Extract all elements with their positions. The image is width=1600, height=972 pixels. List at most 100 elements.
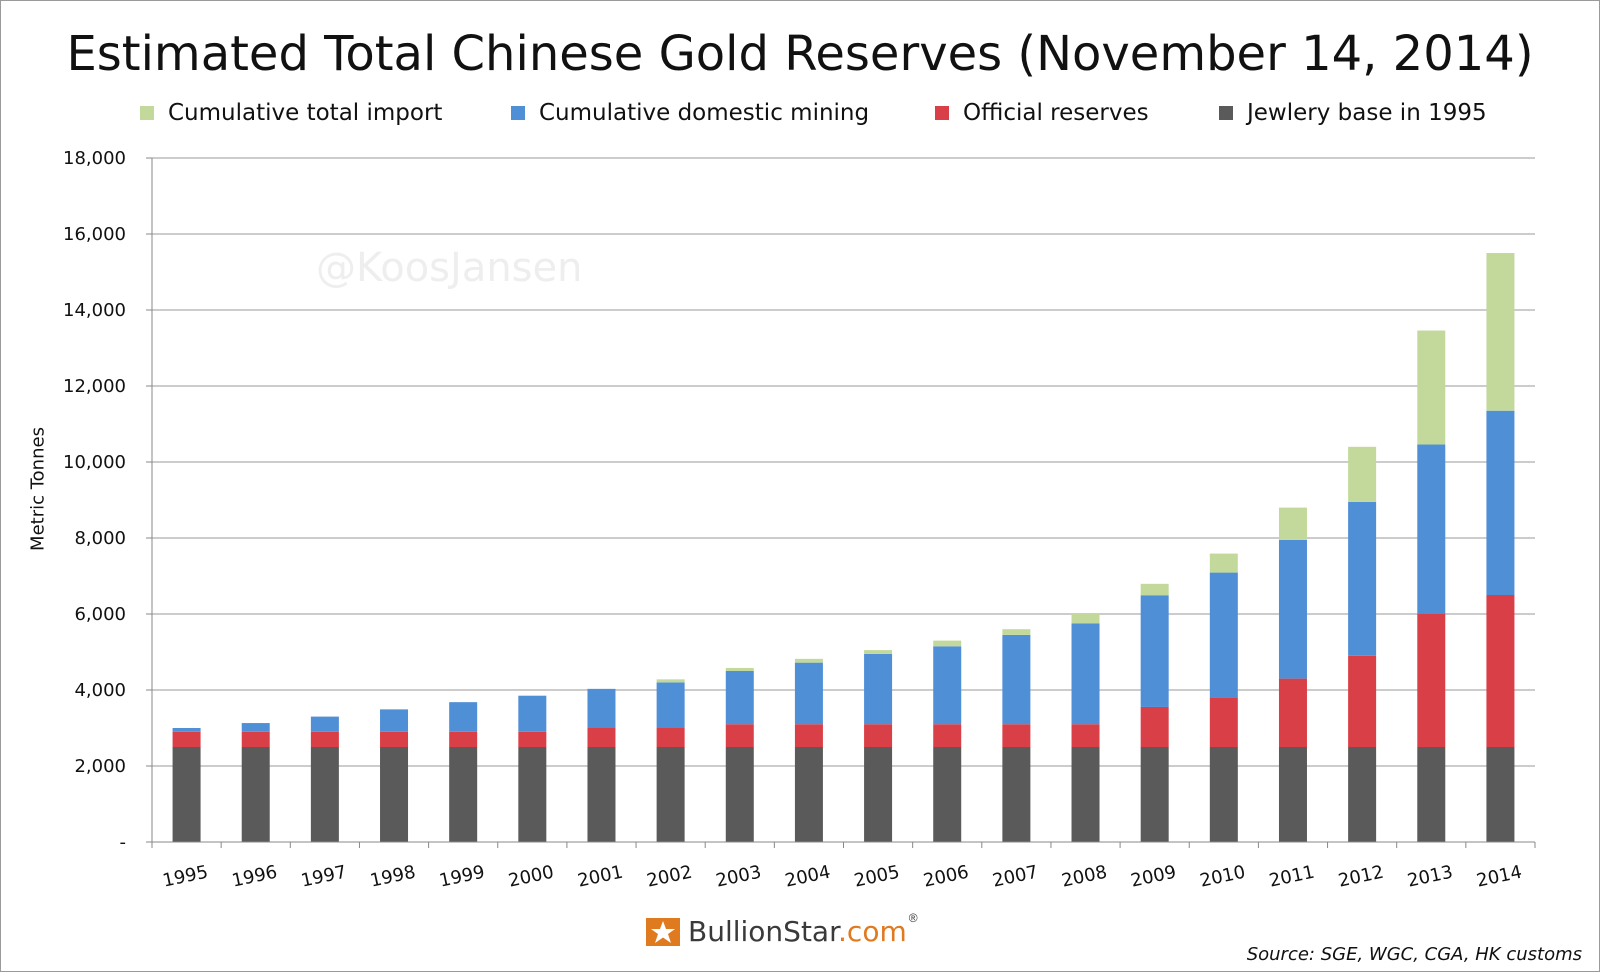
x-tick-label: 2011 xyxy=(1267,862,1316,892)
bar-2005-cumulative-domestic-mining xyxy=(864,653,893,725)
bar-1997-cumulative-domestic-mining xyxy=(310,716,339,732)
y-tick-label: 4,000 xyxy=(74,680,126,701)
y-tick-label: 6,000 xyxy=(74,604,126,625)
bullionstar-logo[interactable]: BullionStar.com ® xyxy=(646,911,918,948)
grid-layer xyxy=(152,157,1535,767)
x-tick-label: 2005 xyxy=(852,862,901,892)
bar-2004-official-reserves xyxy=(794,724,823,747)
x-tick-label: 2000 xyxy=(507,862,556,892)
bar-2007-official-reserves xyxy=(1002,724,1031,747)
legend-item-import: Cumulative total import xyxy=(140,100,442,126)
bar-2000-jewlery-base-in-1995 xyxy=(518,747,547,842)
bar-2005-official-reserves xyxy=(864,724,893,747)
legend-label-import: Cumulative total import xyxy=(168,100,443,126)
bar-2013-official-reserves xyxy=(1417,614,1446,747)
legend-item-mining: Cumulative domestic mining xyxy=(511,100,869,126)
logo-name: BullionStar xyxy=(688,915,839,948)
bar-2001-cumulative-domestic-mining xyxy=(587,688,616,728)
bar-1998-cumulative-domestic-mining xyxy=(380,709,409,732)
x-tick-label: 2007 xyxy=(991,862,1040,892)
watermark: @KoosJansen xyxy=(316,245,583,291)
bar-2008-official-reserves xyxy=(1071,724,1100,747)
chart-title: Estimated Total Chinese Gold Reserves (N… xyxy=(66,26,1534,82)
bars-layer xyxy=(172,253,1515,842)
x-tick-label: 2001 xyxy=(576,862,625,892)
bar-2012-official-reserves xyxy=(1348,655,1377,747)
x-tick-label: 2002 xyxy=(645,862,694,892)
y-tick-label: 12,000 xyxy=(63,376,126,397)
bar-2012-cumulative-domestic-mining xyxy=(1348,501,1377,656)
legend-swatch-import xyxy=(140,106,154,120)
legend-item-official: Official reserves xyxy=(935,100,1149,126)
bar-2003-official-reserves xyxy=(725,724,754,747)
bar-2005-cumulative-total-import xyxy=(864,650,893,654)
bar-2003-jewlery-base-in-1995 xyxy=(725,747,754,842)
x-tick-label: 2008 xyxy=(1060,862,1109,892)
bar-2012-cumulative-total-import xyxy=(1348,446,1377,502)
bar-1998-jewlery-base-in-1995 xyxy=(380,747,409,842)
y-tick-label: 18,000 xyxy=(63,148,126,169)
y-tick-label: 16,000 xyxy=(63,224,126,245)
legend-label-jewlery: Jewlery base in 1995 xyxy=(1247,100,1487,126)
bar-2000-cumulative-domestic-mining xyxy=(518,695,547,732)
bar-1997-official-reserves xyxy=(310,731,339,747)
y-tick-label: 14,000 xyxy=(63,300,126,321)
bar-2009-official-reserves xyxy=(1140,706,1169,747)
bar-1995-jewlery-base-in-1995 xyxy=(172,747,201,842)
bar-2010-cumulative-total-import xyxy=(1209,553,1238,573)
legend-swatch-official xyxy=(935,106,949,120)
bar-2002-jewlery-base-in-1995 xyxy=(656,747,685,842)
bar-2004-cumulative-total-import xyxy=(794,658,823,663)
bullionstar-logo-icon xyxy=(646,917,680,946)
bar-2001-jewlery-base-in-1995 xyxy=(587,747,616,842)
source-note: Source: SGE, WGC, CGA, HK customs xyxy=(1246,944,1582,965)
bar-1998-official-reserves xyxy=(380,731,409,747)
bar-2007-cumulative-domestic-mining xyxy=(1002,634,1031,725)
bar-2012-jewlery-base-in-1995 xyxy=(1348,747,1377,842)
bar-2003-cumulative-domestic-mining xyxy=(725,671,754,725)
bar-1999-jewlery-base-in-1995 xyxy=(449,747,478,842)
bar-1996-cumulative-domestic-mining xyxy=(241,723,270,732)
x-tick-label: 1995 xyxy=(161,862,210,892)
y-tick-label: - xyxy=(120,832,127,853)
bar-2006-jewlery-base-in-1995 xyxy=(933,747,962,842)
legend-label-mining: Cumulative domestic mining xyxy=(539,100,870,126)
bar-2005-jewlery-base-in-1995 xyxy=(864,747,893,842)
bar-2013-cumulative-domestic-mining xyxy=(1417,444,1446,614)
y-tick-label: 8,000 xyxy=(74,528,126,549)
bar-2008-cumulative-total-import xyxy=(1071,614,1100,624)
bar-2014-cumulative-total-import xyxy=(1486,253,1515,411)
bar-2004-cumulative-domestic-mining xyxy=(794,662,823,725)
bar-2011-cumulative-total-import xyxy=(1278,507,1307,540)
y-tick-label: 10,000 xyxy=(63,452,126,473)
x-tick-label: 2010 xyxy=(1198,862,1247,892)
legend-item-jewlery: Jewlery base in 1995 xyxy=(1219,100,1487,126)
x-tick-label: 2006 xyxy=(921,862,970,892)
bar-1999-official-reserves xyxy=(449,731,478,747)
x-tick-label: 1996 xyxy=(230,862,279,892)
x-tick-label: 2013 xyxy=(1406,862,1455,892)
bar-2007-jewlery-base-in-1995 xyxy=(1002,747,1031,842)
bar-2009-cumulative-domestic-mining xyxy=(1140,595,1169,707)
logo-text: BullionStar.com xyxy=(688,915,907,948)
bar-2002-cumulative-domestic-mining xyxy=(656,682,685,728)
bar-2013-jewlery-base-in-1995 xyxy=(1417,747,1446,842)
x-tick-label: 2003 xyxy=(714,862,763,892)
legend-swatch-jewlery xyxy=(1219,106,1233,120)
bar-2006-cumulative-total-import xyxy=(933,640,962,647)
x-tick-label: 1998 xyxy=(368,862,417,892)
bar-2001-official-reserves xyxy=(587,728,616,747)
bar-1995-official-reserves xyxy=(172,731,201,747)
bar-2000-official-reserves xyxy=(518,731,547,747)
legend-label-official: Official reserves xyxy=(963,100,1149,126)
x-tick-label: 1999 xyxy=(437,862,486,892)
bar-2002-official-reserves xyxy=(656,728,685,747)
x-tick-label: 2009 xyxy=(1129,862,1178,892)
bar-2011-official-reserves xyxy=(1278,678,1307,747)
bar-2006-cumulative-domestic-mining xyxy=(933,646,962,725)
bar-1999-cumulative-domestic-mining xyxy=(449,702,478,732)
axis-layer: - 2,000 4,000 6,000 8,000 10,000 12,000 14,000 1… xyxy=(63,148,1536,892)
bar-2013-cumulative-total-import xyxy=(1417,330,1446,445)
logo-registered-mark: ® xyxy=(908,910,918,925)
